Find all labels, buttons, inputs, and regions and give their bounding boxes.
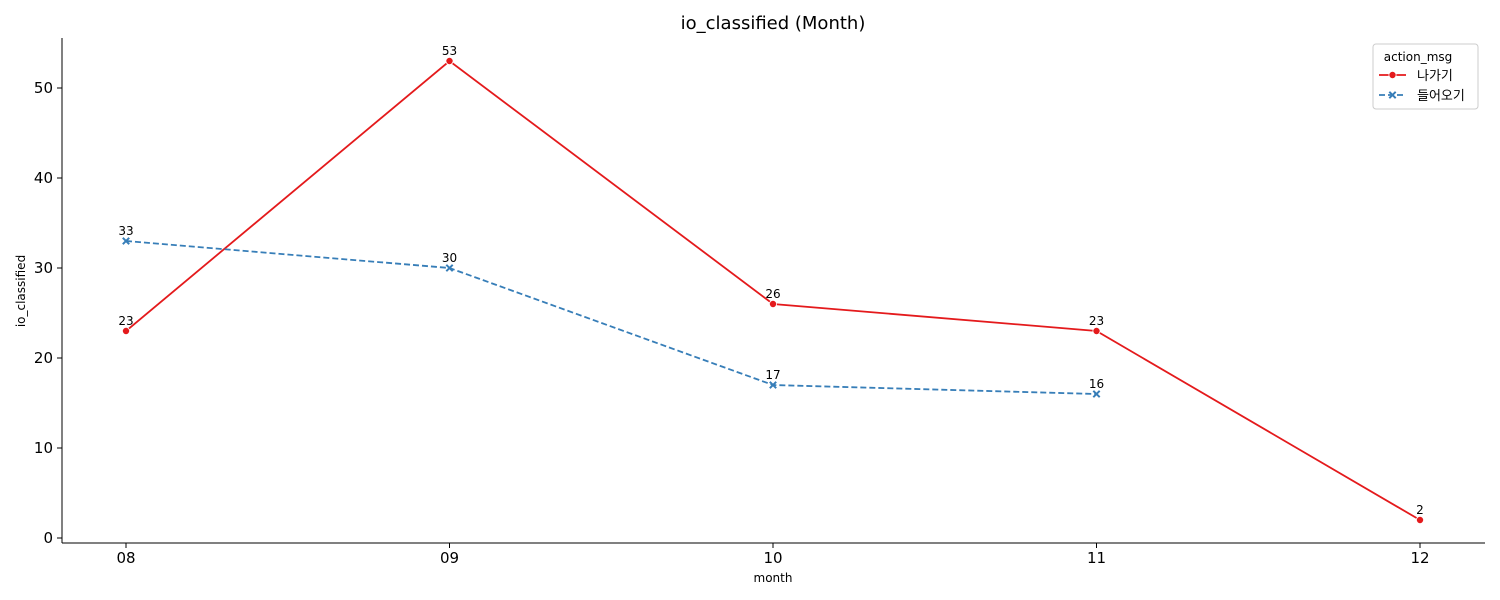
- series-layer: [122, 57, 1425, 525]
- data-label: 26: [765, 287, 780, 301]
- data-label: 33: [118, 224, 133, 238]
- legend-marker: [1388, 91, 1397, 99]
- data-point: [445, 57, 454, 66]
- y-tick-label: 40: [34, 169, 53, 187]
- y-tick-label: 20: [34, 349, 53, 367]
- y-tick-label: 50: [34, 79, 53, 97]
- legend-label: 들어오기: [1417, 89, 1465, 104]
- chart-title: io_classified (Month): [681, 13, 866, 34]
- data-label: 30: [442, 251, 457, 265]
- data-label: 17: [765, 368, 780, 382]
- y-tick-label: 30: [34, 259, 53, 277]
- series-1: [122, 57, 1425, 525]
- x-axis-label: month: [754, 571, 793, 585]
- data-label: 23: [1089, 314, 1104, 328]
- series-line: [125, 240, 1097, 395]
- x-tick-label: 09: [440, 549, 459, 567]
- legend-label: 나가기: [1417, 69, 1453, 84]
- data-point: [1092, 326, 1101, 335]
- data-point: [445, 264, 454, 272]
- y-axis-label: io_classified: [14, 255, 28, 327]
- data-label: 2: [1416, 503, 1424, 517]
- y-tick-label: 10: [34, 439, 53, 457]
- legend-item: 나가기: [1379, 69, 1453, 84]
- data-point: [1092, 390, 1101, 398]
- legend-item: 들어오기: [1379, 89, 1465, 104]
- data-point: [122, 237, 130, 245]
- data-labels: 23 53 26 23 2 33 30 17 16: [118, 44, 1423, 517]
- data-label: 23: [118, 314, 133, 328]
- axes: 0 10 20 30 40 50 08 09 10 11 12: [34, 38, 1485, 567]
- data-point: [769, 381, 777, 389]
- data-label: 16: [1089, 377, 1104, 391]
- legend-marker: [1388, 71, 1397, 80]
- y-tick-label: 0: [43, 529, 53, 547]
- x-tick-label: 11: [1087, 549, 1106, 567]
- data-point: [769, 299, 778, 308]
- data-point: [1416, 516, 1425, 525]
- data-point: [122, 326, 131, 335]
- x-tick-label: 10: [763, 549, 782, 567]
- legend-title: action_msg: [1384, 50, 1453, 64]
- series-2: [122, 237, 1101, 398]
- legend-frame: [1372, 43, 1479, 110]
- data-label: 53: [442, 44, 457, 58]
- x-tick-label: 12: [1410, 549, 1429, 567]
- x-tick-label: 08: [116, 549, 135, 567]
